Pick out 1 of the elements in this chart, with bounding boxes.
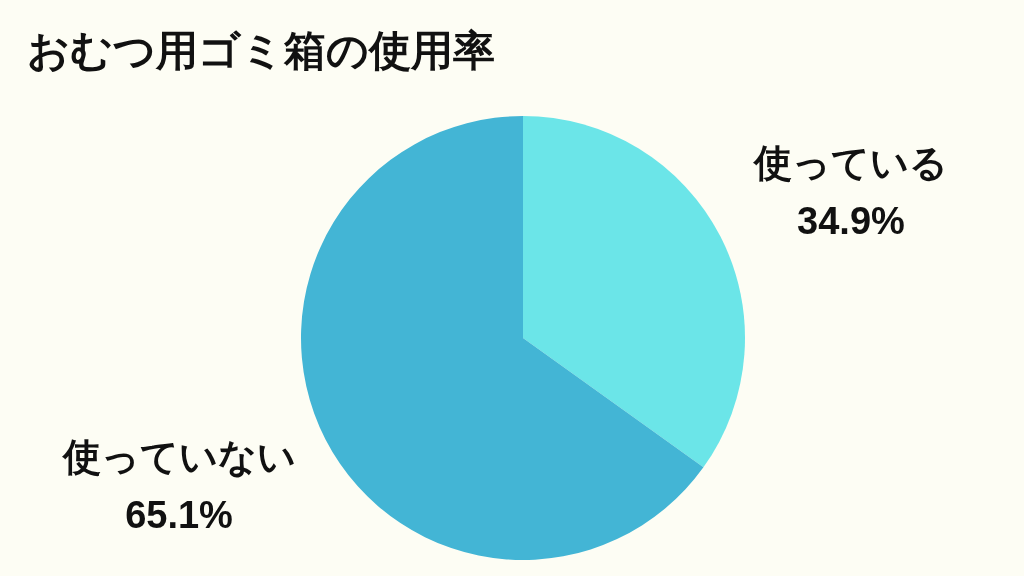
title: おむつ用ゴミ箱の使用率 bbox=[27, 27, 495, 74]
